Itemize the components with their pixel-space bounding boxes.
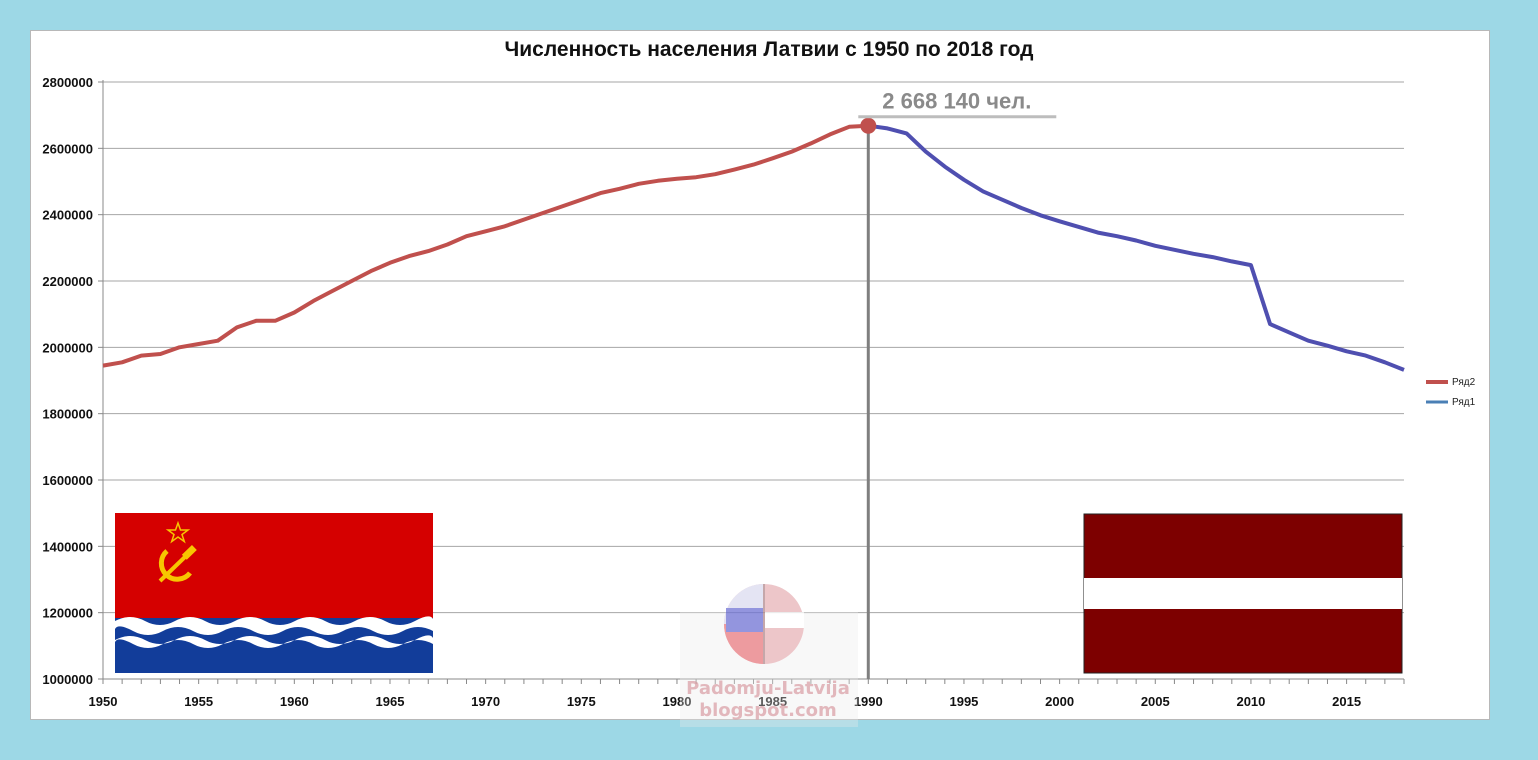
y-tick-label: 2800000 <box>42 75 93 90</box>
peak-point <box>860 117 877 134</box>
x-tick-label: 1990 <box>854 694 883 709</box>
hammer-handle <box>158 553 189 583</box>
watermark: Padomju-Latvija blogspot.com <box>680 584 858 727</box>
legend-label-ryad1: Ряд1 <box>1452 397 1476 408</box>
x-tick-label: 2015 <box>1332 694 1361 709</box>
legend: Ряд2 Ряд1 <box>1426 377 1476 408</box>
latvian-ssr-flag <box>115 513 433 673</box>
y-tick-label: 1600000 <box>42 473 93 488</box>
x-tick-label: 1965 <box>376 694 405 709</box>
y-tick-label: 1800000 <box>42 407 93 422</box>
peak-annotation: 2 668 140 чел. <box>882 89 1031 114</box>
x-tick-label: 1960 <box>280 694 309 709</box>
x-tick-label: 1980 <box>663 694 692 709</box>
latvia-flag <box>1083 513 1403 674</box>
x-tick-label: 2005 <box>1141 694 1170 709</box>
watermark-line2: blogspot.com <box>699 700 837 721</box>
y-tick-label: 1200000 <box>42 606 93 621</box>
y-tick-labels: 2800000 2600000 2400000 2200000 2000000 18000… <box>42 75 103 687</box>
y-tick-label: 2600000 <box>42 141 93 156</box>
y-tick-label: 2000000 <box>42 340 93 355</box>
series-line-ryad2 <box>102 123 869 368</box>
x-tick-label: 2010 <box>1236 694 1265 709</box>
chart-title: Численность населения Латвии с 1950 по 2… <box>504 38 1034 61</box>
x-tick-label: 1970 <box>471 694 500 709</box>
x-tick-label: 1955 <box>184 694 213 709</box>
legend-label-ryad2: Ряд2 <box>1452 377 1476 388</box>
y-tick-label: 1000000 <box>42 672 93 687</box>
y-tick-label: 2400000 <box>42 208 93 223</box>
x-tick-label: 1985 <box>758 694 787 709</box>
y-tick-label: 2200000 <box>42 274 93 289</box>
series-layer <box>102 123 1405 372</box>
hammer-head <box>181 544 197 560</box>
x-tick-label: 1995 <box>949 694 978 709</box>
x-tick-label: 1975 <box>567 694 596 709</box>
star-icon <box>165 520 191 544</box>
x-tick-label: 1950 <box>89 694 118 709</box>
watermark-line1: Padomju-Latvija <box>686 678 850 699</box>
series-line-ryad1 <box>868 123 1405 372</box>
x-tick-labels: 1950 1955 1960 1965 1970 1975 1980 1985 1990 1995… <box>89 679 1405 709</box>
y-tick-label: 1400000 <box>42 539 93 554</box>
x-tick-label: 2000 <box>1045 694 1074 709</box>
